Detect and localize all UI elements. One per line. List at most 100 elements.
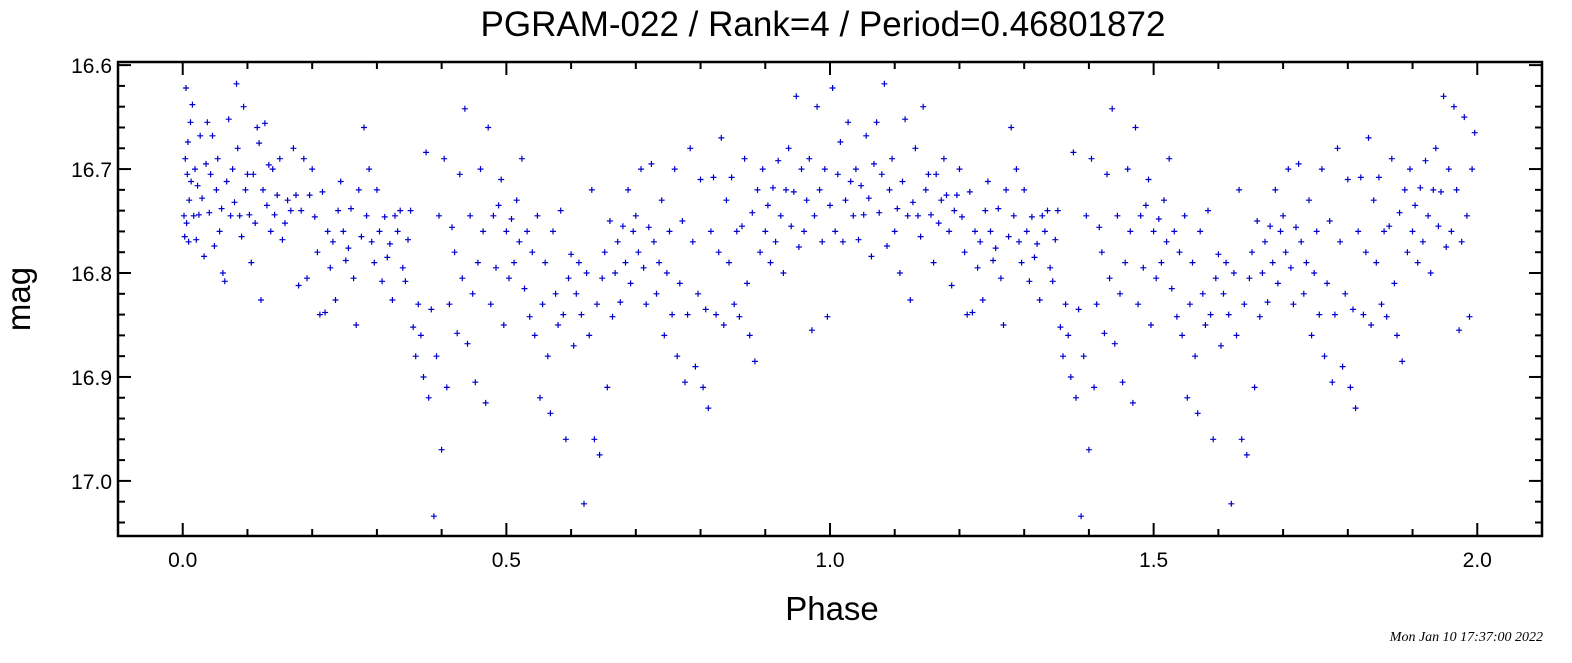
data-point bbox=[1199, 290, 1206, 297]
data-point bbox=[1060, 353, 1066, 360]
data-point bbox=[832, 228, 839, 235]
data-point bbox=[1435, 223, 1442, 230]
data-point bbox=[436, 212, 442, 219]
x-tick-label: 1.5 bbox=[1139, 549, 1168, 572]
data-point bbox=[1088, 155, 1095, 162]
data-point bbox=[896, 270, 903, 276]
data-point bbox=[1425, 212, 1432, 219]
data-point bbox=[1210, 436, 1217, 443]
data-point bbox=[389, 297, 396, 303]
data-point bbox=[1370, 197, 1377, 204]
data-point bbox=[560, 311, 567, 318]
data-point bbox=[819, 238, 826, 245]
data-point bbox=[622, 259, 629, 266]
data-point bbox=[227, 212, 234, 219]
data-point bbox=[231, 199, 238, 206]
data-point bbox=[399, 264, 406, 271]
data-point bbox=[1440, 93, 1447, 100]
data-point bbox=[956, 166, 963, 173]
data-point bbox=[798, 166, 805, 173]
data-point bbox=[827, 202, 833, 209]
data-point bbox=[242, 186, 249, 193]
data-point bbox=[915, 212, 921, 219]
y-tick-label: 16.8 bbox=[71, 263, 112, 286]
data-point bbox=[682, 379, 688, 386]
data-point bbox=[1378, 301, 1385, 308]
data-point bbox=[1254, 218, 1261, 224]
data-point bbox=[943, 192, 950, 199]
data-point bbox=[871, 160, 877, 167]
data-point bbox=[562, 436, 569, 443]
data-point bbox=[834, 171, 841, 178]
data-point bbox=[311, 213, 318, 220]
data-point bbox=[1085, 446, 1092, 453]
data-point bbox=[477, 166, 484, 173]
data-point bbox=[803, 197, 810, 204]
data-point bbox=[917, 233, 924, 240]
data-point bbox=[267, 228, 274, 235]
data-point bbox=[459, 275, 466, 282]
data-point bbox=[599, 275, 606, 282]
data-point bbox=[795, 244, 802, 250]
x-tick-label: 2.0 bbox=[1463, 549, 1492, 572]
data-point bbox=[884, 243, 890, 249]
data-point bbox=[987, 228, 994, 235]
data-point bbox=[852, 166, 859, 173]
data-point bbox=[415, 301, 422, 308]
data-point bbox=[394, 228, 401, 235]
data-point bbox=[521, 285, 528, 292]
data-point bbox=[850, 212, 857, 219]
data-point bbox=[1388, 155, 1395, 162]
data-point bbox=[363, 212, 370, 219]
data-point bbox=[199, 195, 206, 202]
data-point bbox=[1375, 174, 1382, 181]
data-point bbox=[1140, 264, 1147, 271]
y-tick-label: 16.9 bbox=[71, 367, 112, 390]
data-point bbox=[524, 228, 531, 235]
data-point bbox=[213, 186, 220, 193]
data-point bbox=[405, 236, 411, 243]
data-point bbox=[1432, 145, 1439, 152]
data-point bbox=[1313, 228, 1320, 235]
data-point bbox=[184, 139, 191, 145]
data-point bbox=[1218, 342, 1224, 349]
data-point bbox=[295, 282, 302, 289]
data-point bbox=[229, 166, 236, 173]
data-point bbox=[449, 224, 455, 231]
data-point bbox=[206, 209, 213, 216]
data-point bbox=[1422, 157, 1429, 164]
data-point bbox=[940, 155, 947, 162]
data-point bbox=[547, 410, 554, 417]
data-point bbox=[1272, 186, 1279, 193]
data-point bbox=[1362, 249, 1369, 256]
data-point bbox=[767, 259, 774, 266]
data-point bbox=[718, 134, 725, 141]
data-point bbox=[886, 186, 893, 193]
x-tick-label: 0.5 bbox=[492, 549, 521, 572]
data-point bbox=[1207, 311, 1214, 318]
data-point bbox=[1350, 306, 1356, 313]
data-point bbox=[1383, 313, 1390, 320]
data-point bbox=[485, 124, 492, 131]
data-point bbox=[1357, 174, 1364, 181]
data-point bbox=[692, 363, 699, 370]
data-point bbox=[461, 105, 468, 112]
data-point bbox=[723, 197, 730, 204]
data-point bbox=[195, 211, 202, 218]
data-point bbox=[676, 280, 683, 287]
data-point bbox=[526, 313, 533, 320]
data-point bbox=[1122, 259, 1129, 266]
data-point bbox=[811, 212, 818, 219]
data-point bbox=[1243, 451, 1250, 458]
data-point bbox=[1135, 301, 1142, 308]
data-point bbox=[964, 311, 971, 318]
data-point bbox=[1230, 270, 1237, 276]
data-point bbox=[568, 251, 575, 258]
data-point bbox=[1205, 207, 1211, 214]
data-point bbox=[236, 212, 243, 219]
data-point bbox=[891, 228, 898, 235]
data-point bbox=[428, 306, 435, 313]
data-point bbox=[209, 132, 216, 139]
data-point bbox=[381, 213, 388, 220]
data-point bbox=[757, 249, 764, 256]
